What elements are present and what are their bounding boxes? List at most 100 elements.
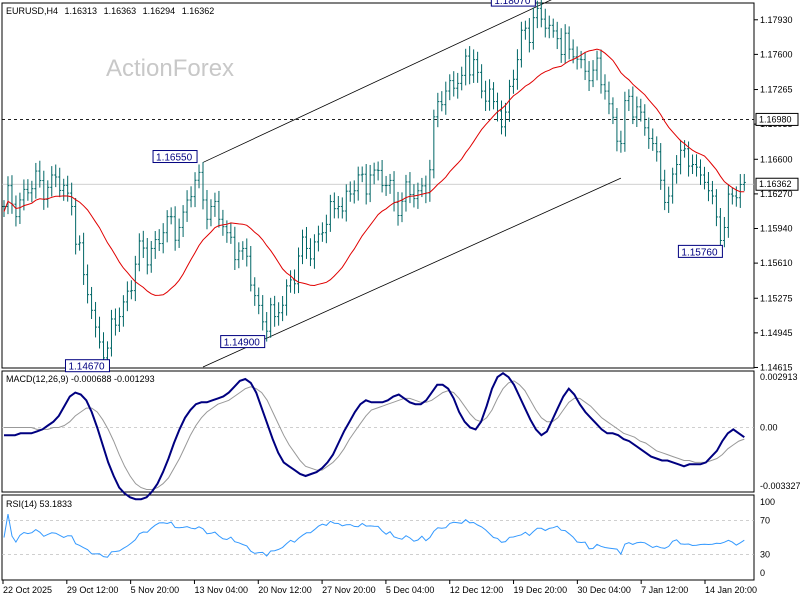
- time-tick-label: 12 Dec 12:00: [450, 585, 504, 595]
- x-axis-ticks: 22 Oct 2025 29 Oct 12:00 5 Nov 20:00 13 Nov…: [2, 580, 757, 595]
- time-tick-label: 7 Jan 12:00: [641, 585, 688, 595]
- level-price-tag: 1.16980: [755, 112, 799, 126]
- price-bar: [320, 222, 324, 242]
- price-bar: [515, 49, 519, 90]
- price-bar: [543, 8, 547, 38]
- price-bar: [197, 164, 201, 189]
- price-bar: [567, 26, 571, 60]
- price-bar: [177, 218, 181, 248]
- price-bar: [627, 89, 631, 112]
- time-tick-label: 19 Dec 20:00: [514, 585, 568, 595]
- price-bar: [511, 69, 515, 94]
- rsi-line: [3, 514, 745, 558]
- price-bar: [312, 234, 316, 269]
- price-bar: [671, 167, 675, 204]
- current-price-tag-text: 1.16362: [759, 179, 792, 189]
- annotation-label: 1.14670: [68, 362, 105, 373]
- price-bar: [464, 48, 468, 86]
- price-bar: [635, 96, 639, 128]
- price-bar: [432, 109, 436, 179]
- price-bar: [408, 172, 412, 204]
- price-bar: [245, 238, 249, 267]
- price-bar: [714, 189, 718, 227]
- price-bar: [519, 21, 523, 68]
- price-bar: [679, 139, 683, 175]
- price-bars: [2, 0, 746, 369]
- symbol-header: EURUSD,H4 1.16313 1.16363 1.16294 1.1636…: [6, 6, 214, 16]
- price-bar: [691, 154, 695, 175]
- price-bar: [376, 161, 380, 181]
- price-bar: [360, 166, 364, 183]
- price-bar: [484, 80, 488, 111]
- price-bar: [472, 49, 476, 83]
- price-bar: [535, 0, 539, 29]
- price-bar: [129, 280, 133, 300]
- price-bar: [400, 192, 404, 223]
- price-tick-label: 1.17600: [760, 49, 793, 59]
- price-bar: [233, 226, 237, 271]
- macd-label: MACD(12,26,9) -0.000688 -0.001293: [6, 374, 155, 384]
- price-bar: [165, 210, 169, 243]
- price-bar: [655, 136, 659, 162]
- rsi-tick-label: 30: [760, 550, 770, 560]
- price-bar: [34, 162, 38, 199]
- price-bar: [368, 164, 372, 203]
- price-bar: [153, 231, 157, 259]
- channel-upper-line: [202, 0, 552, 163]
- price-bar: [659, 143, 663, 190]
- price-bar: [249, 245, 253, 292]
- ohlc-close: 1.16362: [182, 6, 215, 16]
- price-bar: [189, 186, 193, 208]
- price-bar: [229, 223, 233, 244]
- price-bar: [26, 179, 30, 201]
- price-tick-label: 1.16270: [760, 189, 793, 199]
- price-bar: [38, 160, 42, 188]
- price-bar: [265, 312, 269, 342]
- price-bar: [117, 307, 121, 332]
- macd-tick-label: 0.002913: [760, 372, 798, 382]
- price-bar: [257, 287, 261, 315]
- price-bar: [58, 167, 62, 198]
- price-bar: [253, 277, 257, 306]
- price-bar: [492, 82, 496, 110]
- price-bar: [109, 309, 113, 357]
- annotation-label: 1.18070: [494, 0, 531, 7]
- price-bar: [607, 81, 611, 115]
- price-bar: [722, 216, 726, 248]
- time-tick-label: 29 Oct 12:00: [67, 585, 119, 595]
- price-bar: [50, 166, 54, 197]
- price-bar: [559, 28, 563, 63]
- annotation-box: 1.15760: [677, 244, 723, 258]
- price-bar: [742, 173, 746, 191]
- price-bar: [599, 49, 603, 94]
- price-bar: [14, 195, 18, 227]
- price-bar: [308, 238, 312, 267]
- price-bar: [297, 247, 301, 294]
- price-bar: [416, 182, 420, 209]
- price-bar: [718, 208, 722, 251]
- price-bar: [555, 21, 559, 50]
- price-bar: [480, 64, 484, 99]
- price-bar: [356, 166, 360, 201]
- rsi-tick-label: 70: [760, 516, 770, 526]
- price-bar: [149, 240, 153, 273]
- price-bar: [539, 0, 543, 28]
- price-bar: [30, 180, 34, 203]
- price-bar: [281, 295, 285, 322]
- ohlc-low: 1.16294: [143, 6, 176, 16]
- y-axis-ticks: 1.179301.176001.172651.169351.166001.162…: [754, 15, 800, 578]
- price-bar: [527, 18, 531, 53]
- price-bar: [388, 173, 392, 194]
- price-bar: [90, 286, 94, 319]
- price-bar: [503, 102, 507, 137]
- price-bar: [2, 200, 6, 217]
- price-bar: [702, 166, 706, 190]
- macd-tick-label: -0.003327: [760, 481, 800, 491]
- rsi-tick-label: 0: [760, 568, 765, 578]
- ma-line: [3, 48, 745, 296]
- price-bar: [595, 50, 599, 81]
- price-bar: [217, 190, 221, 228]
- price-tick-label: 1.15940: [760, 224, 793, 234]
- price-bar: [675, 155, 679, 184]
- price-bar: [587, 61, 591, 91]
